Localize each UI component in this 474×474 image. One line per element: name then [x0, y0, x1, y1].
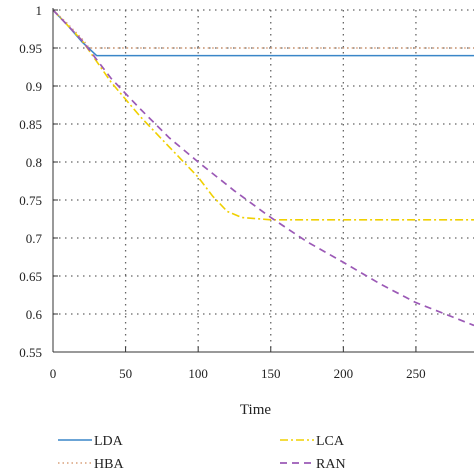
legend-item-hba: HBA — [58, 457, 124, 472]
y-tick-label: 0.7 — [26, 231, 43, 246]
y-tick-label: 0.95 — [19, 41, 42, 56]
x-tick-label: 50 — [119, 366, 132, 381]
legend-label: LDA — [94, 434, 124, 449]
y-tick-label: 0.6 — [26, 307, 43, 322]
legend-item-lda: LDA — [58, 434, 124, 449]
grid — [53, 9, 474, 352]
y-tick-label: 0.65 — [19, 269, 42, 284]
y-tick-label: 0.55 — [19, 345, 42, 360]
y-tick-label: 0.75 — [19, 193, 42, 208]
tick-labels: 0 50 100 150 200 250 0.55 0.6 0.65 0.7 0.75 0.8 0.85… — [19, 3, 425, 381]
legend-item-ran: RAN — [280, 457, 346, 472]
y-tick-label: 0.9 — [26, 79, 42, 94]
series-lines — [53, 9, 474, 327]
x-tick-label: 200 — [334, 366, 354, 381]
x-tick-label: 250 — [406, 366, 426, 381]
y-tick-label: 0.85 — [19, 117, 42, 132]
y-tick-label: 0.8 — [26, 155, 42, 170]
axes — [52, 8, 474, 353]
y-tick-label: 1 — [36, 3, 43, 18]
legend: LDA HBA LCA RAN — [58, 434, 346, 472]
series-line-hba — [53, 9, 474, 49]
legend-label: HBA — [94, 457, 124, 472]
legend-label: RAN — [316, 457, 346, 472]
legend-label: LCA — [316, 434, 345, 449]
series-line-ran — [53, 9, 474, 327]
series-line-lca — [53, 9, 474, 221]
x-tick-label: 0 — [50, 366, 57, 381]
legend-item-lca: LCA — [280, 434, 345, 449]
x-tick-label: 100 — [188, 366, 208, 381]
x-axis-label: Time — [240, 402, 271, 418]
x-tick-label: 150 — [261, 366, 281, 381]
